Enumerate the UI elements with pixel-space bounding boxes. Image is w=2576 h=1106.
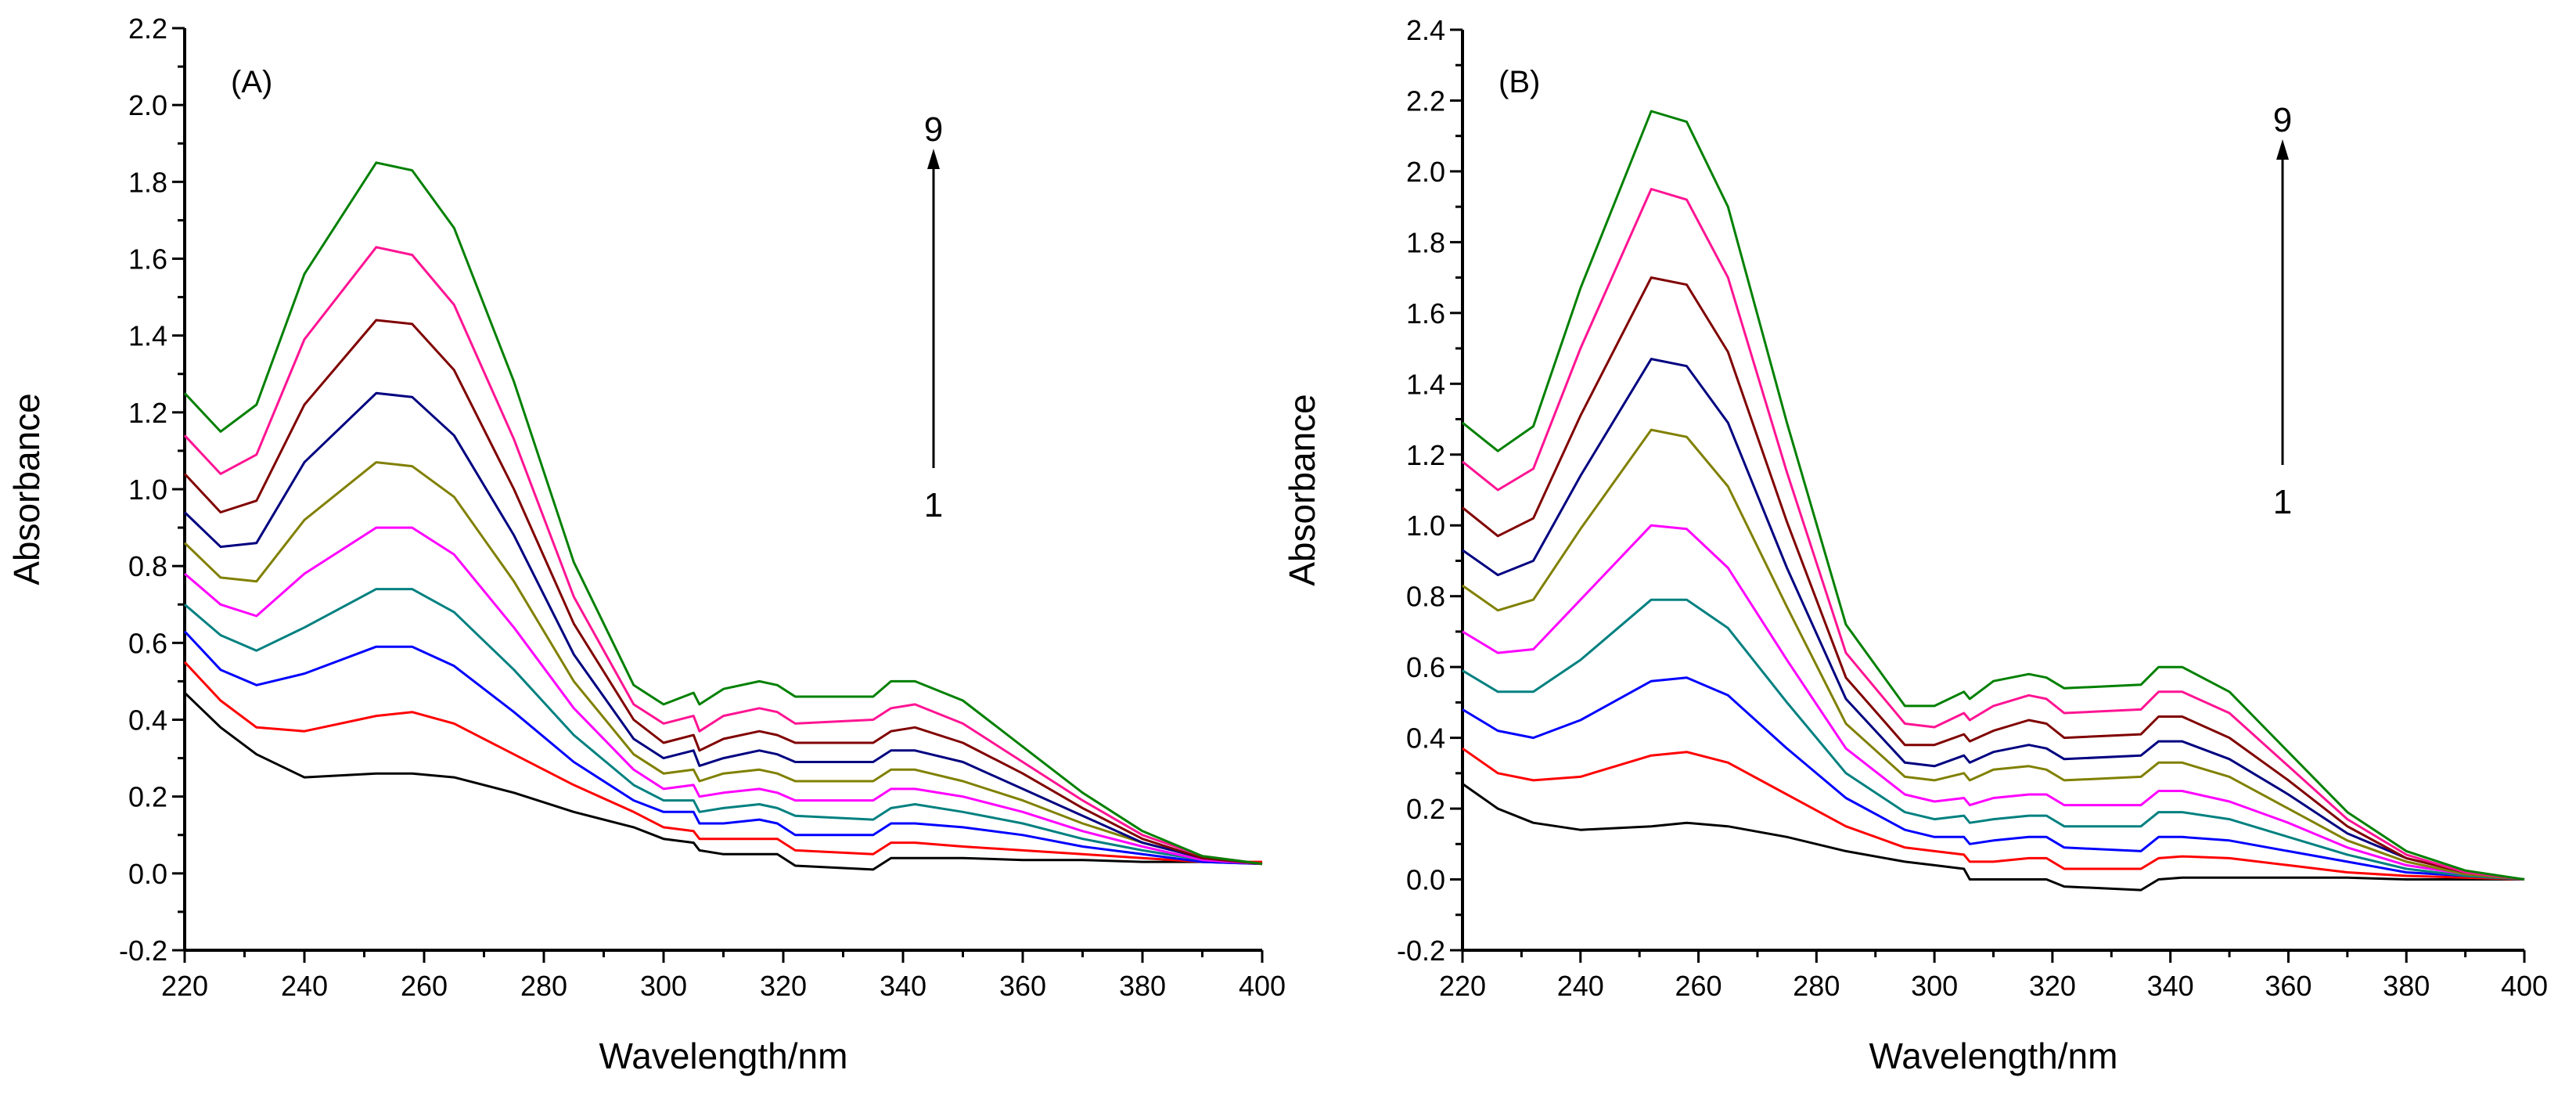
y-tick-label: 0.8 xyxy=(1406,581,1445,613)
y-tick-label: 0.6 xyxy=(128,627,167,659)
series-line-2 xyxy=(183,661,1262,863)
series-line-7 xyxy=(183,391,1263,866)
series-line-7 xyxy=(1462,358,2525,881)
y-tick-label: 0.4 xyxy=(1406,722,1445,755)
x-tick-label: 240 xyxy=(281,970,328,1002)
series-line-9 xyxy=(1462,188,2525,881)
x-tick-label: 300 xyxy=(1911,970,1958,1002)
x-tick-label: 220 xyxy=(161,970,208,1002)
series-line-4 xyxy=(1462,598,2525,881)
x-tick-label: 360 xyxy=(999,970,1046,1002)
series-line-5 xyxy=(1462,524,2525,881)
x-tick-label: 300 xyxy=(640,970,687,1002)
series-line-5 xyxy=(184,526,1263,866)
y-tick-label: 0.4 xyxy=(128,704,167,737)
y-tick-label: 0.6 xyxy=(1406,651,1445,683)
y-tick-label: 1.0 xyxy=(1406,510,1445,542)
x-axis-title: Wavelength/nm xyxy=(1869,1036,2118,1076)
series-line-1 xyxy=(1462,783,2524,892)
y-tick-label: 1.2 xyxy=(128,397,167,429)
x-axis-title: Wavelength/nm xyxy=(599,1036,848,1076)
y-tick-label: 1.8 xyxy=(128,166,167,198)
x-tick-label: 280 xyxy=(520,970,567,1002)
panel-b: 220 240 260 280 300 320 340 360 380 400 -0.2 0.0 0.2… xyxy=(1282,14,2548,1076)
series-line-4 xyxy=(184,588,1263,866)
x-tick-label: 220 xyxy=(1439,970,1486,1002)
panel-label: (B) xyxy=(1498,65,1540,99)
arrow-label-bottom: 1 xyxy=(924,486,943,524)
y-tick-label: 1.4 xyxy=(1406,368,1445,400)
x-tick-label: 340 xyxy=(2147,970,2194,1002)
y-tick-label: 1.6 xyxy=(1406,297,1445,330)
y-tick-label: 2.4 xyxy=(1406,14,1445,46)
y-axis-title: Absorbance xyxy=(6,393,47,585)
y-tick-label: 0.2 xyxy=(1406,793,1445,825)
series-line-10 xyxy=(1462,110,2525,881)
panel-label: (A) xyxy=(231,65,272,99)
y-tick-label: 1.4 xyxy=(128,320,167,352)
y-axis-title: Absorbance xyxy=(1282,394,1322,586)
y-tick-label: -0.2 xyxy=(119,935,167,967)
y-tick-label: 1.6 xyxy=(128,243,167,276)
series-line-8 xyxy=(1462,276,2525,881)
series-line-6 xyxy=(183,461,1263,866)
x-tick-label: 260 xyxy=(401,970,448,1002)
series-line-3 xyxy=(183,630,1263,866)
y-tick-label: -0.2 xyxy=(1397,935,1445,967)
panel-a: 220 240 260 280 300 320 340 360 380 400 -0.2 0.0 0.2… xyxy=(6,13,1286,1076)
y-tick-label: 1.2 xyxy=(1406,439,1445,471)
series-line-1 xyxy=(183,692,1263,871)
y-tick-label: 0.0 xyxy=(1406,864,1445,896)
arrow-label-top: 9 xyxy=(924,110,943,149)
y-tick-label: 1.0 xyxy=(128,474,167,506)
x-tick-label: 320 xyxy=(2029,970,2076,1002)
y-tick-label: 1.8 xyxy=(1406,226,1445,258)
arrow-up-icon xyxy=(927,149,940,169)
y-tick-label: 0.0 xyxy=(128,858,167,890)
series-line-10 xyxy=(183,161,1263,866)
x-tick-label: 340 xyxy=(880,970,926,1002)
arrow-label-top: 9 xyxy=(2273,101,2292,139)
series-line-8 xyxy=(183,319,1263,866)
x-tick-label: 380 xyxy=(1119,970,1166,1002)
x-tick-label: 400 xyxy=(1239,970,1286,1002)
y-tick-label: 2.0 xyxy=(128,89,167,121)
y-tick-label: 0.2 xyxy=(128,781,167,813)
x-tick-label: 360 xyxy=(2265,970,2312,1002)
y-tick-label: 2.2 xyxy=(1406,85,1445,117)
y-tick-label: 0.8 xyxy=(128,550,167,582)
x-tick-label: 260 xyxy=(1675,970,1722,1002)
series-line-9 xyxy=(183,246,1263,866)
series-line-3 xyxy=(1462,676,2525,881)
x-tick-label: 400 xyxy=(2501,970,2548,1002)
x-tick-label: 380 xyxy=(2383,970,2430,1002)
arrow-label-bottom: 1 xyxy=(2273,483,2292,521)
y-tick-label: 2.0 xyxy=(1406,156,1445,188)
x-tick-label: 280 xyxy=(1793,970,1840,1002)
x-tick-label: 240 xyxy=(1557,970,1604,1002)
series-line-2 xyxy=(1462,747,2525,881)
y-tick-label: 2.2 xyxy=(128,13,167,45)
series-line-6 xyxy=(1462,428,2525,881)
x-tick-label: 320 xyxy=(760,970,807,1002)
arrow-up-icon xyxy=(2276,139,2289,160)
